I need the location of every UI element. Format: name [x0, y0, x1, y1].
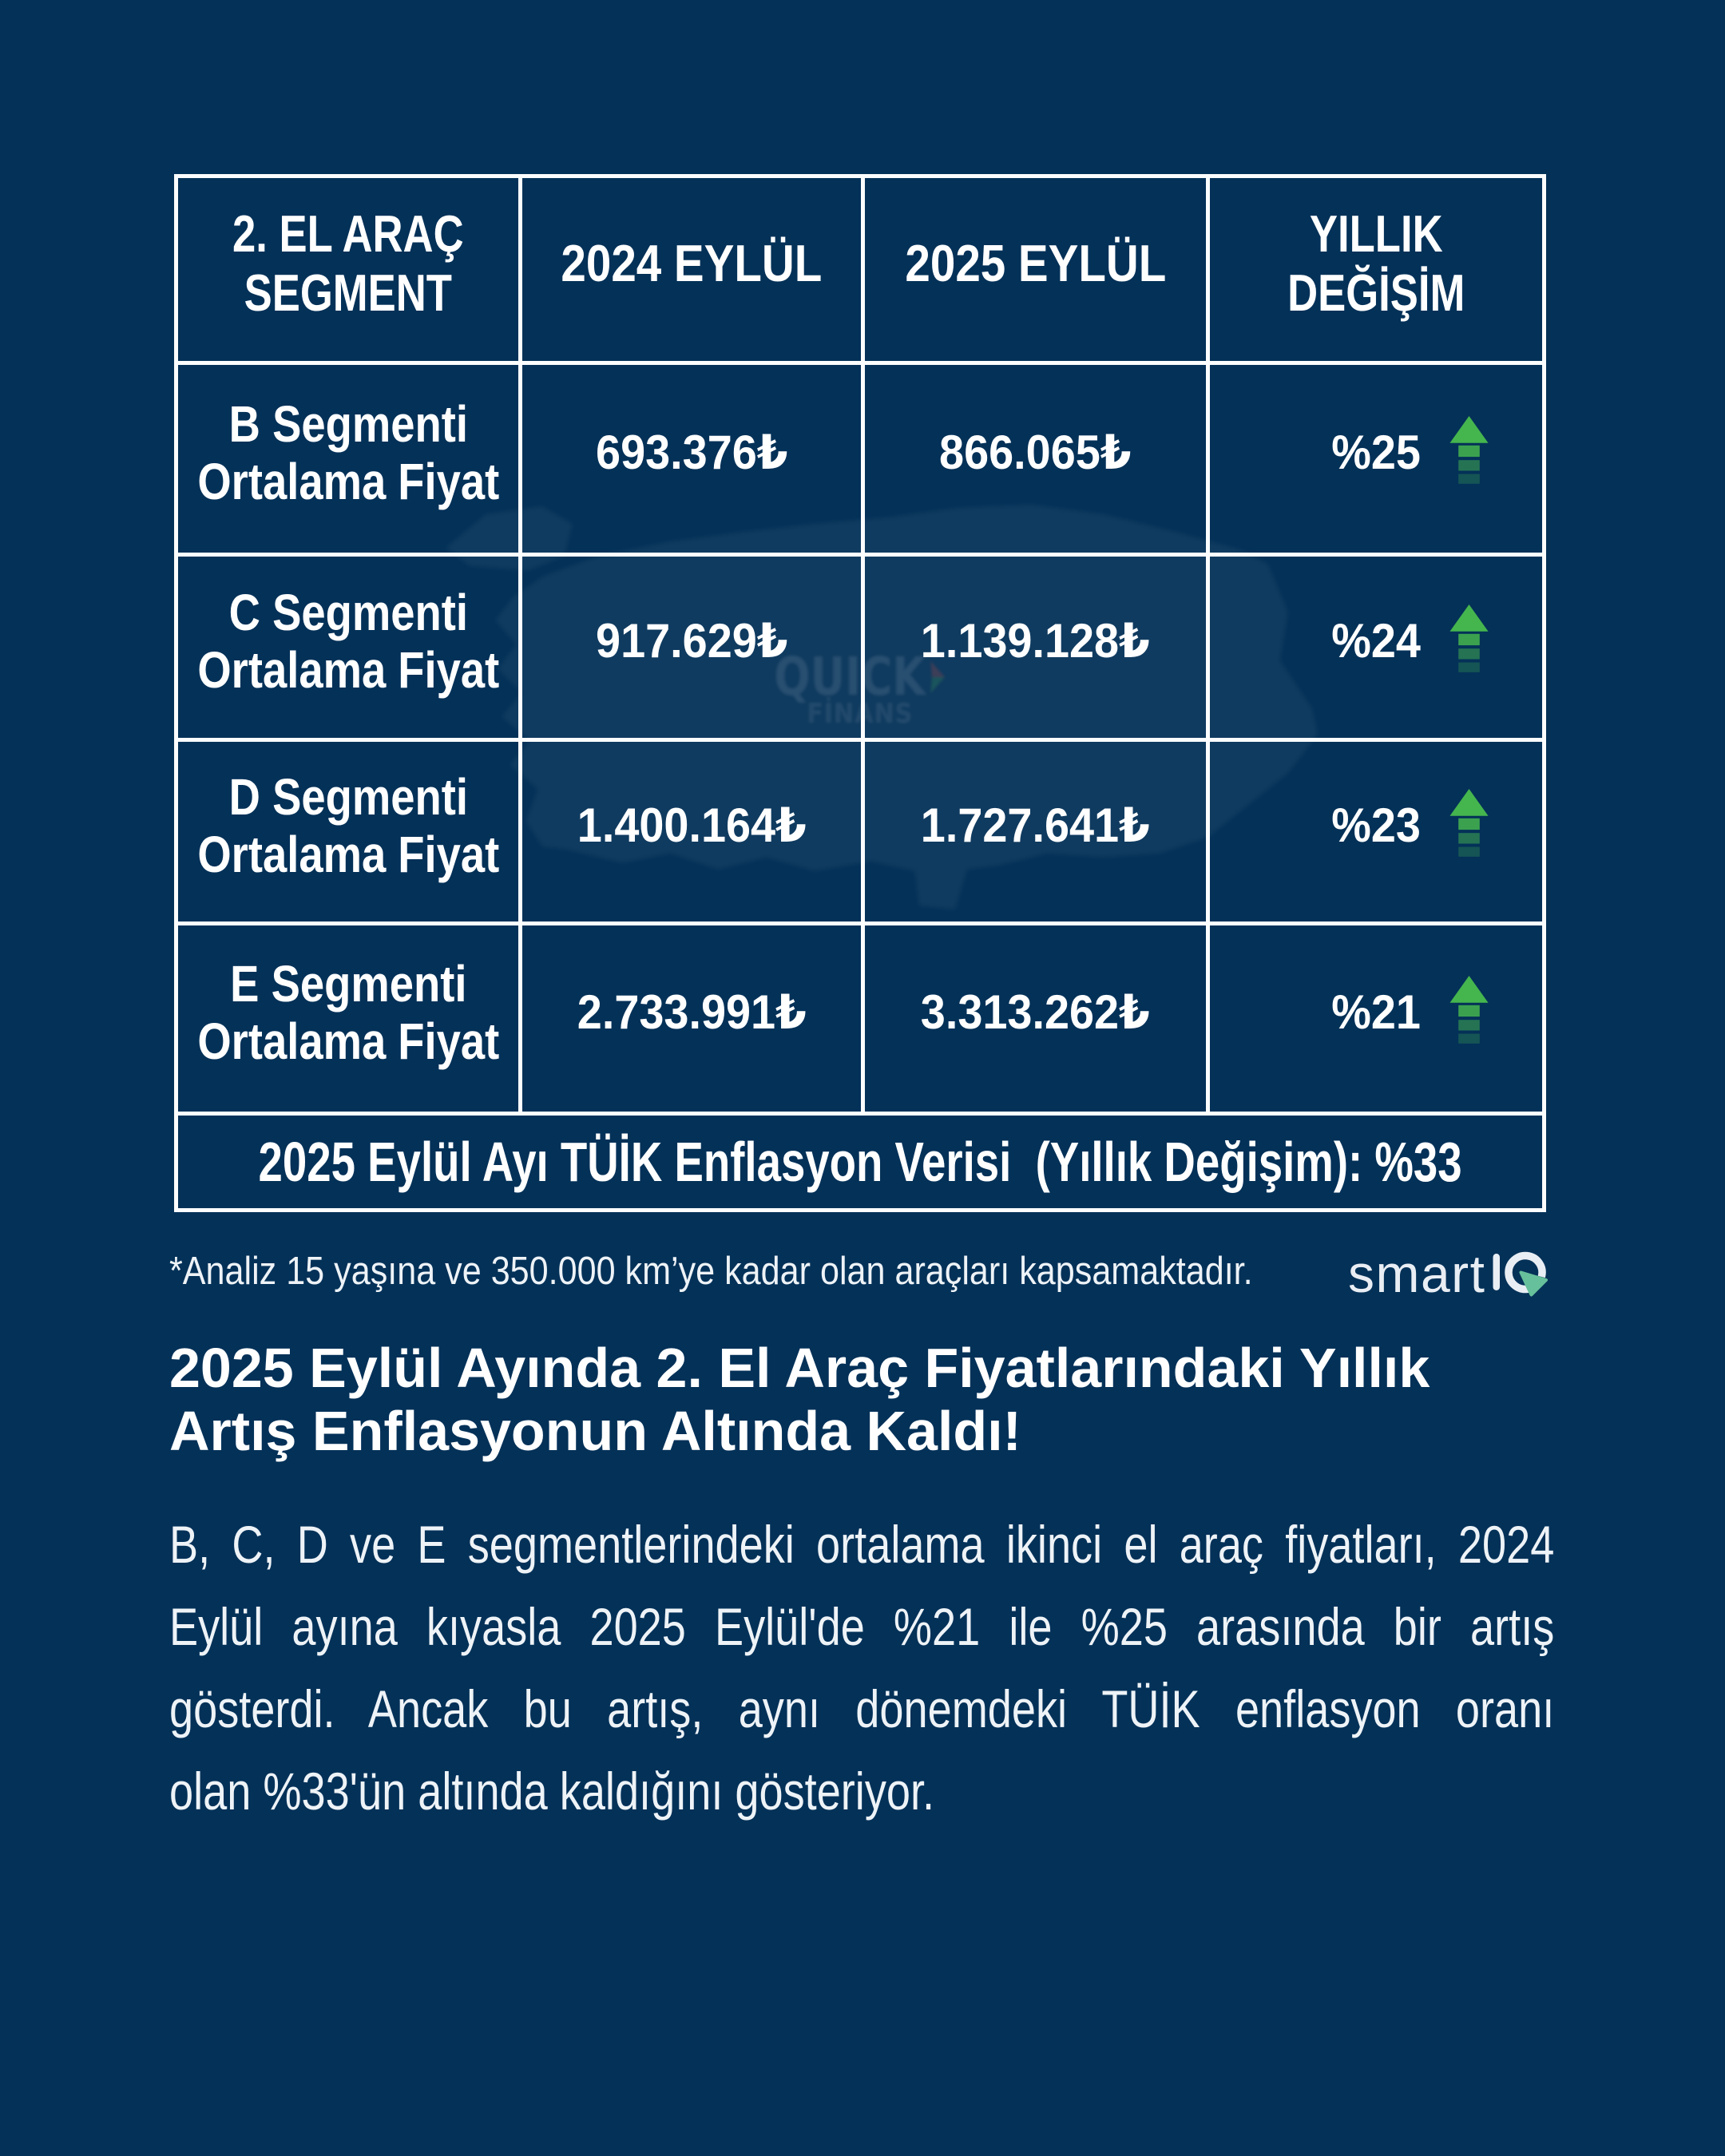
price-value: 2.733.991₺	[577, 985, 807, 1039]
segment-label: B Segmenti Ortalama Fiyat	[197, 394, 499, 510]
footer-note-text: 2025 Eylül Ayı TÜİK Enflasyon Verisi (Yı…	[258, 1131, 1462, 1193]
price-value: 1.727.641₺	[920, 798, 1151, 852]
change-value: %21	[1331, 985, 1421, 1039]
summary-paragraph: B, C, D ve E segmentlerindeki ortalama i…	[169, 1504, 1554, 1833]
header-cell-change: YILLIK DEĞİŞİM	[1210, 178, 1542, 365]
row-b-price-2025: 866.065₺	[865, 365, 1210, 557]
watermark-brand-text: QUICK	[774, 646, 926, 707]
change-value: %23	[1331, 798, 1421, 852]
paragraph-line: Eylül ayına kıyasla 2025 Eylül'de %21 il…	[169, 1597, 1555, 1656]
smartiq-logo-iq-icon	[1493, 1251, 1548, 1297]
row-e-segment-label: E Segmenti Ortalama Fiyat	[178, 925, 522, 1116]
price-value: 1.139.128₺	[920, 613, 1151, 668]
row-e-price-2025: 3.313.262₺	[865, 925, 1210, 1116]
price-table: 2. EL ARAÇ SEGMENT 2024 EYLÜL 2025 EYLÜL…	[174, 174, 1546, 1212]
header-label: 2025 EYLÜL	[905, 233, 1166, 292]
table-footer-note: 2025 Eylül Ayı TÜİK Enflasyon Verisi (Yı…	[178, 1116, 1542, 1208]
row-c-segment-label: C Segmenti Ortalama Fiyat	[178, 557, 522, 742]
header-cell-2024: 2024 EYLÜL	[522, 178, 865, 365]
smartiq-logo: smart	[1348, 1247, 1549, 1305]
price-value: 3.313.262₺	[920, 985, 1151, 1039]
analysis-footnote: *Analiz 15 yaşına ve 350.000 km’ye kadar…	[169, 1250, 1253, 1293]
price-value: 1.400.164₺	[577, 798, 807, 852]
up-arrow-icon	[1449, 975, 1489, 1044]
page-title-line2: Artış Enflasyonun Altında Kaldı!	[169, 1400, 1021, 1462]
paragraph-line: gösterdi. Ancak bu artış, aynı dönemdeki…	[169, 1679, 1555, 1738]
paragraph-line: olan %33'ün altında kaldığını gösteriyor…	[169, 1762, 935, 1821]
row-e-price-2024: 2.733.991₺	[522, 925, 865, 1116]
row-b-price-2024: 693.376₺	[522, 365, 865, 557]
header-cell-2025: 2025 EYLÜL	[865, 178, 1210, 365]
up-arrow-icon	[1449, 788, 1489, 857]
row-c-price-2025: 1.139.128₺	[865, 557, 1210, 742]
up-arrow-icon	[1449, 415, 1489, 484]
smartiq-logo-word: smart	[1348, 1244, 1486, 1303]
price-value: 866.065₺	[939, 425, 1132, 479]
change-value: %25	[1331, 425, 1421, 479]
page-title-line1: 2025 Eylül Ayında 2. El Araç Fiyatlarınd…	[169, 1337, 1430, 1399]
chevron-right-icon	[930, 661, 946, 693]
page-title: 2025 Eylül Ayında 2. El Araç Fiyatlarınd…	[169, 1337, 1559, 1463]
row-e-change: %21	[1210, 925, 1542, 1116]
header-label: 2024 EYLÜL	[561, 233, 823, 292]
row-b-change: %25	[1210, 365, 1542, 557]
change-value: %24	[1331, 613, 1421, 668]
quick-finans-watermark: QUICK FİNANS	[764, 648, 956, 728]
row-d-change: %23	[1210, 742, 1542, 925]
paragraph-line: B, C, D ve E segmentlerindeki ortalama i…	[169, 1515, 1555, 1574]
row-c-change: %24	[1210, 557, 1542, 742]
header-label: YILLIK DEĞİŞİM	[1287, 204, 1465, 322]
row-b-segment-label: B Segmenti Ortalama Fiyat	[178, 365, 522, 557]
header-label: 2. EL ARAÇ SEGMENT	[232, 204, 464, 322]
price-value: 693.376₺	[595, 425, 788, 479]
segment-label: C Segmenti Ortalama Fiyat	[197, 583, 499, 699]
segment-label: D Segmenti Ortalama Fiyat	[197, 767, 499, 883]
watermark-sub-text: FİNANS	[807, 698, 914, 730]
row-d-segment-label: D Segmenti Ortalama Fiyat	[178, 742, 522, 925]
segment-label: E Segmenti Ortalama Fiyat	[197, 954, 499, 1070]
up-arrow-icon	[1449, 604, 1489, 672]
row-d-price-2024: 1.400.164₺	[522, 742, 865, 925]
row-d-price-2025: 1.727.641₺	[865, 742, 1210, 925]
price-value: 917.629₺	[595, 613, 788, 668]
row-c-price-2024: 917.629₺	[522, 557, 865, 742]
header-cell-segment: 2. EL ARAÇ SEGMENT	[178, 178, 522, 365]
